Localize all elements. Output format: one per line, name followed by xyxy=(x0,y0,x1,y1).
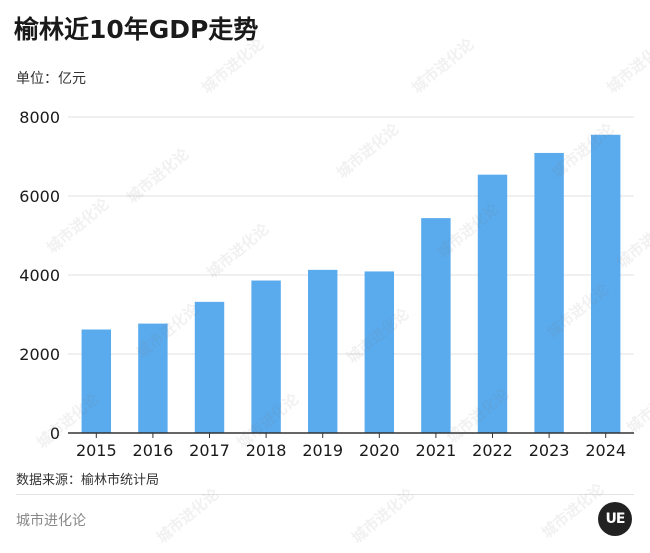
chart-title: 榆林近10年GDP走势 xyxy=(14,15,259,44)
y-tick-label: 4000 xyxy=(19,266,60,285)
bar xyxy=(534,152,564,433)
unit-label: 单位：亿元 xyxy=(16,71,86,87)
bar xyxy=(590,134,621,433)
bar xyxy=(477,174,508,434)
x-tick-label: 2015 xyxy=(76,441,117,460)
x-tick-label: 2021 xyxy=(416,441,457,460)
bar xyxy=(138,323,168,433)
x-tick-label: 2023 xyxy=(529,441,570,460)
x-tick-label: 2024 xyxy=(585,441,626,460)
bar-chart: 0 2000 4000 6000 8000 2015 2016 2017 2018 2019 202… xyxy=(19,108,634,460)
brand-name: 城市进化论 xyxy=(16,513,86,529)
bar xyxy=(307,269,338,433)
y-tick-label: 0 xyxy=(50,424,60,443)
watermark: 城市进化论 xyxy=(153,484,223,547)
watermark: 城市进化论 xyxy=(538,479,608,542)
x-tick-label: 2018 xyxy=(246,441,287,460)
bar xyxy=(251,280,281,433)
data-source: 数据来源：榆林市统计局 xyxy=(16,473,160,488)
bar xyxy=(421,218,451,433)
bar xyxy=(364,271,395,433)
x-tick-label: 2022 xyxy=(472,441,513,460)
bar xyxy=(81,329,112,433)
y-tick-label: 2000 xyxy=(19,345,60,364)
y-tick-label: 6000 xyxy=(19,187,60,206)
y-tick-label: 8000 xyxy=(19,108,60,127)
brand-logo: UE xyxy=(598,502,632,536)
bar xyxy=(194,301,225,433)
footer-divider xyxy=(16,494,634,495)
x-tick-label: 2017 xyxy=(189,441,230,460)
watermark: 城市进化论 xyxy=(348,484,418,547)
x-tick-label: 2019 xyxy=(302,441,343,460)
x-tick-label: 2016 xyxy=(133,441,174,460)
x-tick-label: 2020 xyxy=(359,441,400,460)
